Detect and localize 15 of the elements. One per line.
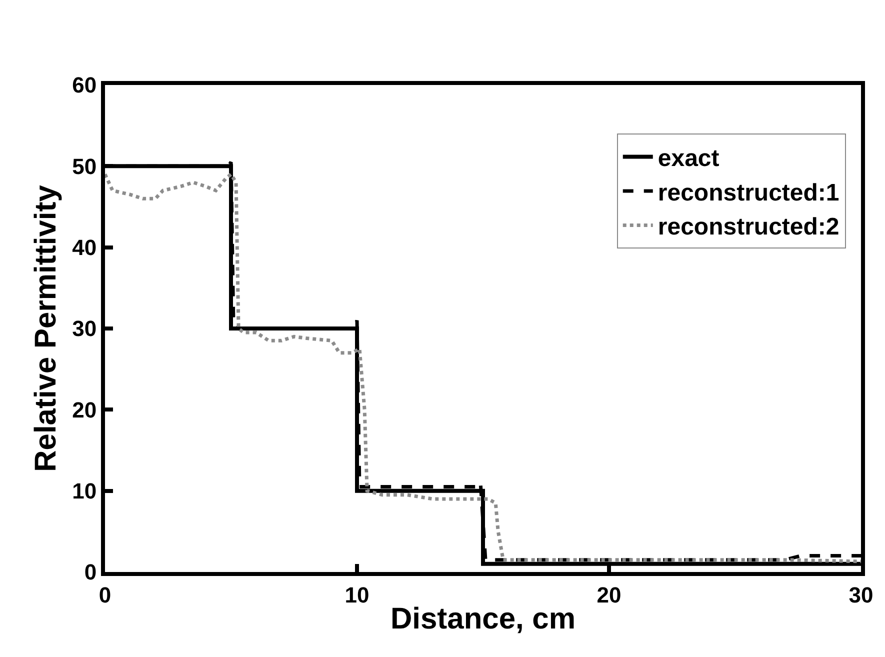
legend-label: reconstructed:1 bbox=[658, 179, 840, 206]
y-tick-label: 10 bbox=[72, 478, 97, 504]
y-tick-label: 50 bbox=[72, 154, 97, 179]
y-tick-label: 40 bbox=[72, 235, 97, 260]
x-tick-label: 30 bbox=[848, 582, 874, 608]
y-tick-label: 0 bbox=[84, 560, 97, 585]
y-tick-label: 30 bbox=[72, 316, 97, 342]
legend-label: reconstructed:2 bbox=[658, 214, 840, 241]
x-axis-title: Distance, cm bbox=[390, 602, 576, 636]
y-tick-label: 60 bbox=[72, 72, 97, 98]
y-tick-label: 20 bbox=[72, 397, 97, 422]
legend-label: exact bbox=[658, 145, 720, 172]
x-tick-label: 10 bbox=[344, 582, 370, 608]
y-axis-title: Relative Permittivity bbox=[30, 184, 63, 472]
x-tick-label: 20 bbox=[596, 582, 622, 608]
